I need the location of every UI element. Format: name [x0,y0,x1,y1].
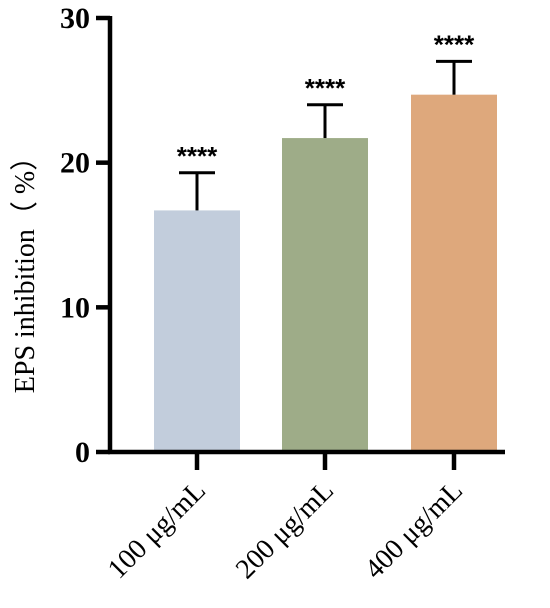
y-tick-label: 20 [60,147,90,180]
significance-label-2: **** [305,73,346,103]
x-category-label-3: 400 μg/mL [359,475,469,585]
x-category-label-1: 100 μg/mL [102,475,212,585]
x-category-label-2: 200 μg/mL [230,475,340,585]
y-axis-ticks: 0 10 20 30 [60,2,110,469]
error-bar-3 [436,59,472,95]
significance-label-1: **** [177,141,218,171]
bars [154,94,497,452]
x-axis-ticks: 100 μg/mL 200 μg/mL 400 μg/mL [102,452,469,585]
bar-3 [411,94,497,452]
error-bars [179,59,472,211]
y-tick-label: 30 [60,2,90,35]
y-axis-title: EPS inhibition（ %） [9,143,41,393]
y-tick-label: 10 [60,291,90,324]
error-bar-2 [307,103,343,139]
bar-1 [154,210,240,452]
significance-label-3: **** [434,29,475,59]
error-bar-1 [179,171,215,211]
y-tick-label: 0 [75,436,90,469]
bar-2 [282,138,368,452]
significance-labels: **** **** **** [177,29,475,170]
